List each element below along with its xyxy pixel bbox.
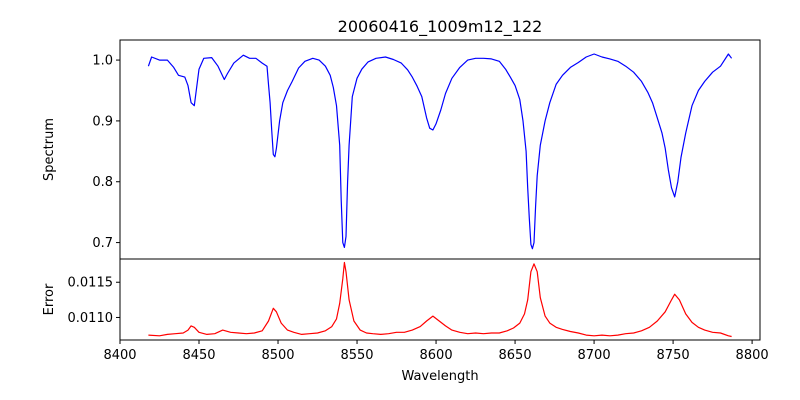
spectrum-y-tick-label: 0.8 bbox=[92, 175, 113, 190]
spectrum-panel: 0.7 0.8 0.9 1.0 Spectrum bbox=[42, 39, 761, 260]
x-tick-label: 8550 bbox=[340, 348, 373, 363]
x-axis-label: Wavelength bbox=[401, 369, 478, 384]
x-tick-label: 8450 bbox=[182, 348, 215, 363]
x-tick-label: 8650 bbox=[499, 348, 532, 363]
spectrum-series-line bbox=[147, 53, 733, 250]
error-y-tick-label: 0.0115 bbox=[68, 276, 114, 291]
x-tick-label: 8400 bbox=[103, 348, 136, 363]
chart-title: 20060416_1009m12_122 bbox=[338, 17, 543, 37]
x-tick-label: 8750 bbox=[657, 348, 690, 363]
x-tick-label: 8800 bbox=[736, 348, 769, 363]
error-panel: 0.0110 0.0115 Error bbox=[42, 258, 761, 341]
x-tick-label: 8700 bbox=[578, 348, 611, 363]
spectrum-y-axis-label: Spectrum bbox=[42, 118, 57, 181]
error-axes-frame bbox=[119, 258, 761, 341]
error-y-axis-label: Error bbox=[42, 283, 57, 315]
x-axis: 8400 8450 8500 8550 8600 8650 8700 8750 8800 bbox=[103, 340, 769, 363]
error-series-line bbox=[148, 261, 732, 338]
x-tick-label: 8600 bbox=[420, 348, 453, 363]
spectrum-y-tick-label: 1.0 bbox=[92, 54, 113, 69]
x-tick-label: 8500 bbox=[261, 348, 294, 363]
spectrum-y-tick-label: 0.9 bbox=[92, 114, 113, 129]
spectrum-y-tick-label: 0.7 bbox=[92, 236, 113, 251]
error-y-tick-label: 0.0110 bbox=[68, 311, 114, 326]
